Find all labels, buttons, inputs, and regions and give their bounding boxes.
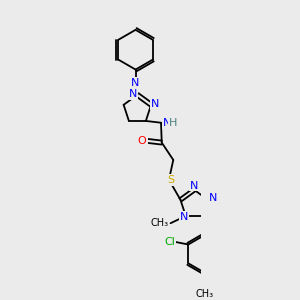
Text: N: N <box>131 78 140 88</box>
Text: N: N <box>129 89 137 99</box>
Text: N: N <box>151 99 160 109</box>
Text: S: S <box>167 175 174 185</box>
Text: O: O <box>138 136 147 146</box>
Text: N: N <box>209 193 217 203</box>
Text: N: N <box>180 212 188 222</box>
Text: CH₃: CH₃ <box>151 218 169 228</box>
Text: N: N <box>163 118 171 128</box>
Text: H: H <box>169 118 177 128</box>
Text: Cl: Cl <box>164 237 175 247</box>
Text: CH₃: CH₃ <box>195 289 214 298</box>
Text: N: N <box>190 181 198 190</box>
